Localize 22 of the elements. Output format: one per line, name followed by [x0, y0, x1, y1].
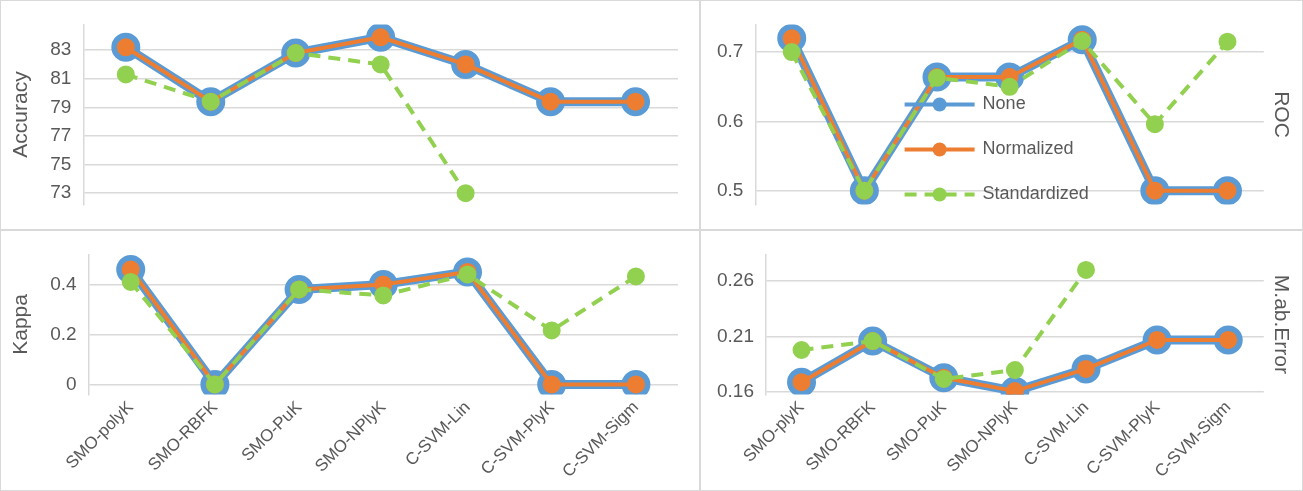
- y-tick-label: 75: [50, 152, 72, 174]
- y-tick-label: 0.21: [717, 324, 754, 346]
- y-tick-label: 81: [50, 66, 72, 88]
- y-tick-label: 0.26: [717, 269, 754, 291]
- y-tick-label: 0.2: [50, 322, 77, 344]
- y-tick-label: 73: [50, 181, 72, 203]
- legend-label: Normalized: [982, 138, 1074, 159]
- y-tick-label: 0: [66, 372, 77, 394]
- y-tick-label: 77: [50, 124, 72, 146]
- y-axis-title: Kappa: [8, 293, 32, 355]
- y-tick-label: 0.7: [716, 40, 744, 62]
- y-axis-title: Accuracy: [8, 70, 32, 158]
- y-tick-label: 0.4: [50, 272, 78, 294]
- y-tick-label: 0.6: [716, 109, 744, 131]
- legend-label: Standardized: [982, 183, 1089, 204]
- y-tick-label: 0.5: [716, 178, 744, 200]
- y2-axis-title: M.ab.Error: [1270, 274, 1294, 375]
- y-tick-label: 79: [50, 95, 72, 117]
- y-tick-label: 83: [50, 38, 72, 60]
- legend-label: None: [982, 93, 1026, 114]
- y2-axis-title: ROC: [1270, 91, 1294, 138]
- y-tick-label: 0.16: [717, 380, 754, 402]
